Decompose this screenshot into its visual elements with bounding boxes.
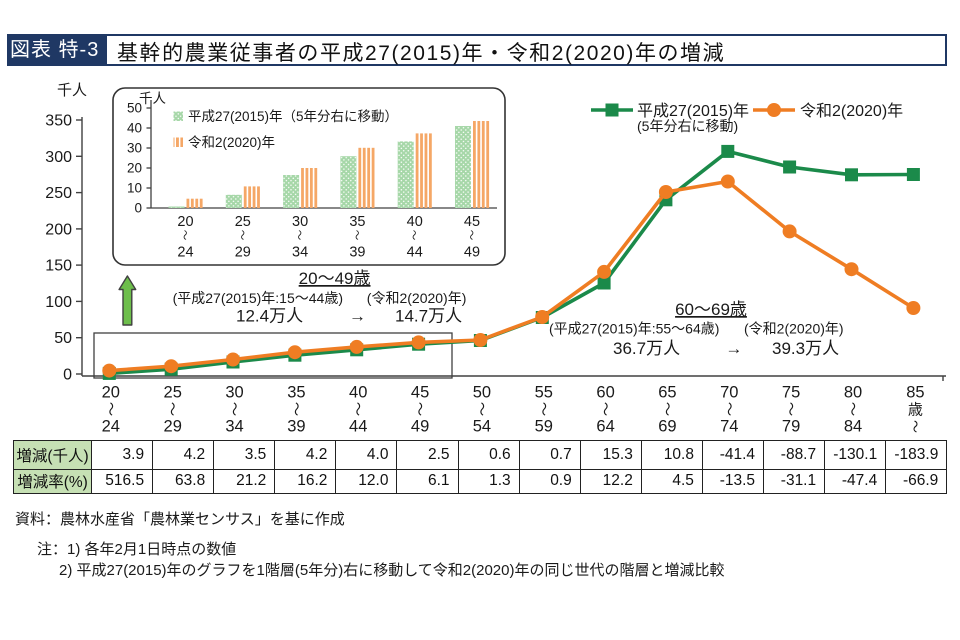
svg-text:(平成27(2015)年:15〜44歳): (平成27(2015)年:15〜44歳) (173, 290, 343, 306)
svg-text:75: 75 (782, 384, 800, 402)
svg-text:29: 29 (164, 418, 182, 436)
svg-text:〜: 〜 (596, 402, 612, 417)
svg-text:14.7万人: 14.7万人 (395, 307, 462, 326)
svg-text:300: 300 (45, 149, 72, 166)
svg-text:〜: 〜 (350, 230, 362, 241)
svg-text:44: 44 (349, 418, 367, 436)
svg-text:〜: 〜 (225, 402, 241, 417)
svg-text:0: 0 (63, 367, 72, 384)
svg-text:24: 24 (102, 418, 120, 436)
svg-text:50: 50 (127, 101, 142, 116)
svg-text:74: 74 (720, 418, 738, 436)
svg-text:〜: 〜 (293, 230, 305, 241)
svg-text:30: 30 (225, 384, 243, 402)
svg-text:64: 64 (596, 418, 614, 436)
svg-text:40: 40 (349, 384, 367, 402)
svg-text:平成27(2015)年（5年分右に移動）: 平成27(2015)年（5年分右に移動） (188, 109, 398, 124)
svg-text:〜: 〜 (287, 402, 303, 417)
svg-text:〜: 〜 (465, 230, 477, 241)
svg-text:〜: 〜 (163, 402, 179, 417)
svg-text:〜: 〜 (408, 230, 420, 241)
svg-text:50: 50 (54, 330, 72, 347)
svg-text:44: 44 (407, 245, 423, 261)
svg-text:令和2(2020)年: 令和2(2020)年 (188, 135, 275, 150)
svg-text:〜: 〜 (101, 402, 117, 417)
svg-text:45: 45 (411, 384, 429, 402)
svg-text:35: 35 (349, 214, 365, 230)
svg-text:100: 100 (45, 294, 72, 311)
svg-text:25: 25 (235, 214, 251, 230)
svg-text:36.7万人: 36.7万人 (613, 339, 680, 358)
svg-text:〜: 〜 (720, 402, 736, 417)
svg-text:34: 34 (292, 245, 308, 261)
svg-text:20: 20 (127, 161, 142, 176)
svg-text:〜: 〜 (411, 402, 427, 417)
svg-text:20〜49歳: 20〜49歳 (299, 269, 371, 288)
svg-text:200: 200 (45, 221, 72, 238)
svg-text:(令和2(2020)年): (令和2(2020)年) (744, 321, 844, 337)
svg-text:〜: 〜 (844, 402, 860, 417)
svg-text:10: 10 (127, 181, 142, 196)
svg-text:39: 39 (287, 418, 305, 436)
svg-text:34: 34 (225, 418, 243, 436)
svg-text:45: 45 (464, 214, 480, 230)
svg-text:〜: 〜 (782, 402, 798, 417)
svg-text:54: 54 (473, 418, 491, 436)
svg-text:千人: 千人 (139, 91, 166, 106)
svg-text:〜: 〜 (658, 402, 674, 417)
svg-text:60〜69歳: 60〜69歳 (675, 300, 747, 319)
svg-text:30: 30 (292, 214, 308, 230)
svg-text:85: 85 (906, 384, 924, 402)
svg-text:40: 40 (407, 214, 423, 230)
svg-text:20: 20 (177, 214, 193, 230)
svg-text:50: 50 (473, 384, 491, 402)
svg-text:→: → (725, 339, 742, 358)
svg-text:0: 0 (134, 201, 142, 216)
svg-text:350: 350 (45, 113, 72, 130)
svg-text:60: 60 (596, 384, 614, 402)
svg-text:35: 35 (287, 384, 305, 402)
svg-text:250: 250 (45, 185, 72, 202)
svg-text:150: 150 (45, 258, 72, 275)
svg-text:〜: 〜 (908, 420, 923, 433)
svg-text:(平成27(2015)年:55〜64歳): (平成27(2015)年:55〜64歳) (549, 321, 719, 337)
svg-text:69: 69 (658, 418, 676, 436)
svg-text:49: 49 (411, 418, 429, 436)
svg-text:65: 65 (658, 384, 676, 402)
svg-text:30: 30 (127, 141, 142, 156)
svg-text:25: 25 (164, 384, 182, 402)
svg-text:令和2(2020)年: 令和2(2020)年 (800, 102, 903, 120)
svg-text:40: 40 (127, 121, 142, 136)
svg-text:59: 59 (535, 418, 553, 436)
svg-text:〜: 〜 (349, 402, 365, 417)
svg-text:〜: 〜 (179, 230, 191, 241)
svg-text:84: 84 (844, 418, 862, 436)
svg-text:39.3万人: 39.3万人 (772, 339, 839, 358)
svg-text:〜: 〜 (472, 402, 488, 417)
svg-text:29: 29 (235, 245, 251, 261)
svg-text:〜: 〜 (534, 402, 550, 417)
svg-text:80: 80 (844, 384, 862, 402)
svg-text:20: 20 (102, 384, 120, 402)
svg-text:49: 49 (464, 245, 480, 261)
svg-text:(5年分右に移動): (5年分右に移動) (637, 118, 738, 134)
svg-text:70: 70 (720, 384, 738, 402)
svg-text:(令和2(2020)年): (令和2(2020)年) (367, 290, 467, 306)
svg-text:千人: 千人 (57, 82, 87, 99)
svg-text:79: 79 (782, 418, 800, 436)
svg-text:〜: 〜 (236, 230, 248, 241)
svg-text:39: 39 (349, 245, 365, 261)
svg-text:平成27(2015)年: 平成27(2015)年 (637, 102, 749, 120)
svg-text:24: 24 (177, 245, 193, 261)
svg-text:12.4万人: 12.4万人 (236, 307, 303, 326)
svg-text:→: → (349, 307, 366, 326)
svg-text:歳: 歳 (908, 402, 923, 419)
svg-text:55: 55 (535, 384, 553, 402)
